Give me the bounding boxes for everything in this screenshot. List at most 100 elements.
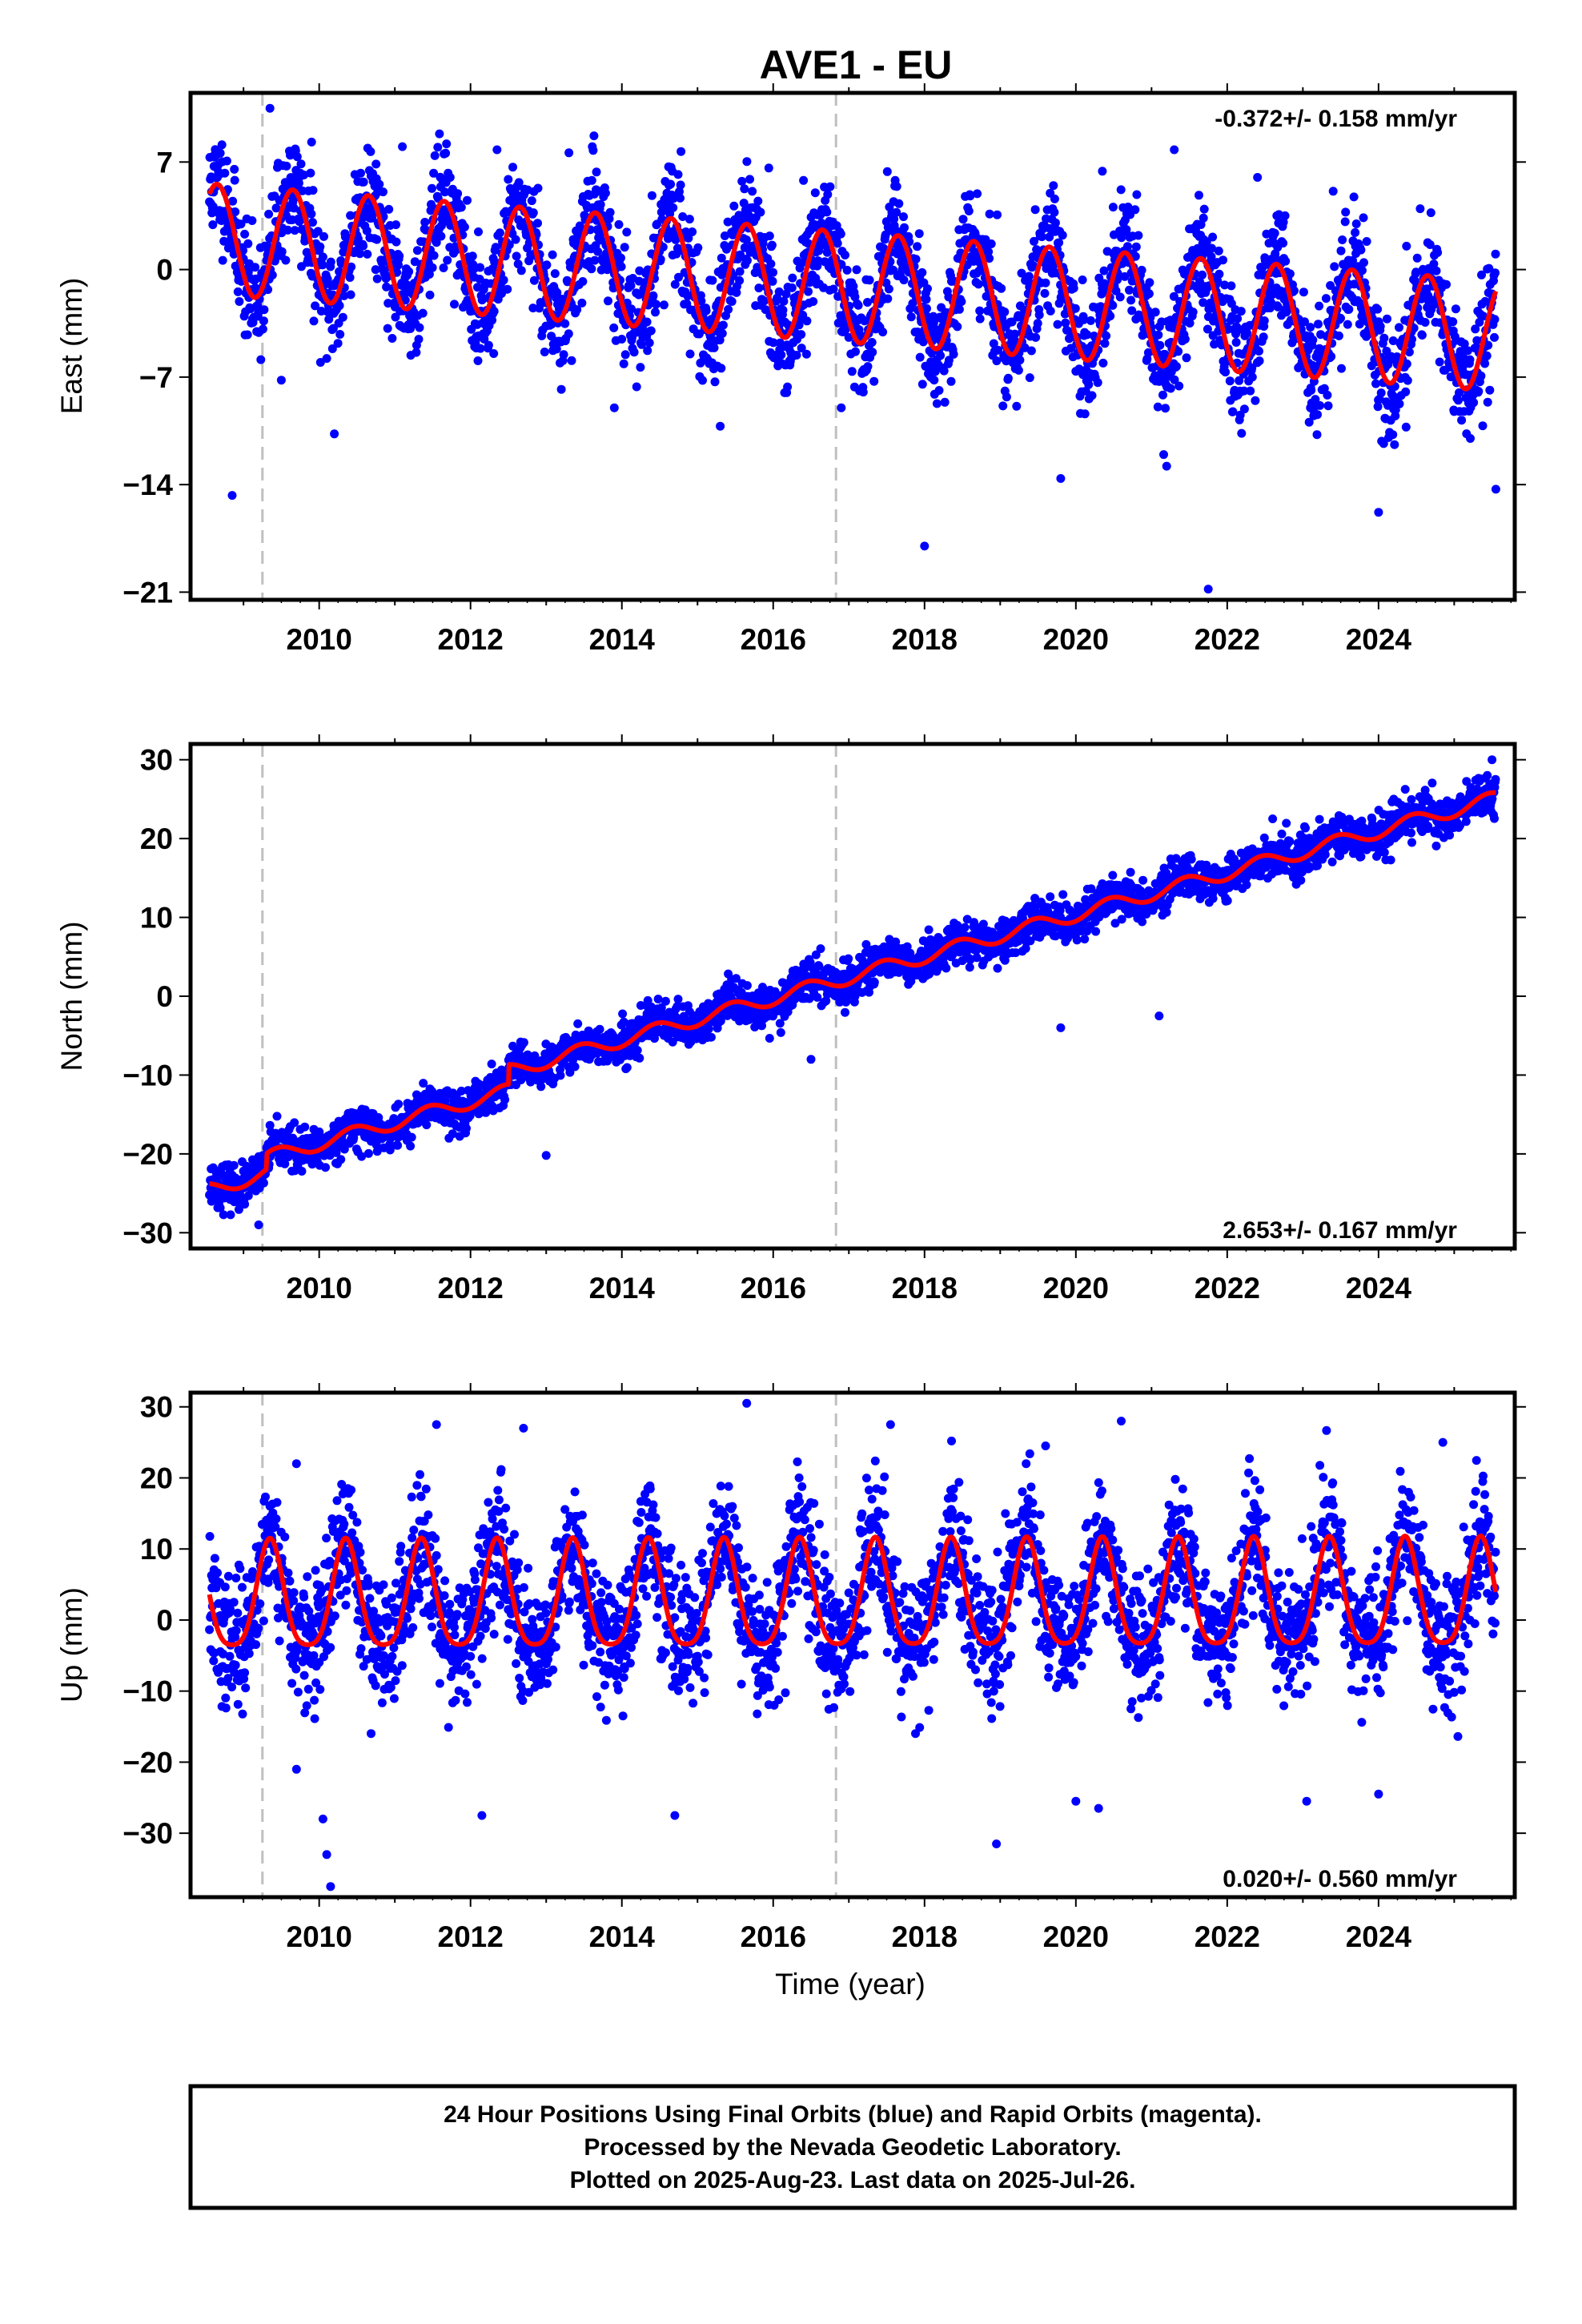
east-point — [264, 209, 274, 219]
east-point — [578, 277, 588, 286]
east-point — [359, 241, 368, 251]
east-point — [474, 227, 483, 236]
east-point — [1166, 384, 1175, 393]
east-point — [552, 344, 561, 354]
east-point — [1401, 422, 1411, 432]
east-outlier-point — [1306, 403, 1315, 412]
east-point — [1012, 401, 1022, 411]
east-point — [560, 319, 570, 328]
east-point — [511, 235, 520, 244]
east-point — [1299, 287, 1308, 297]
east-point — [1338, 235, 1347, 244]
east-outlier-point — [1374, 508, 1383, 517]
east-point — [914, 229, 924, 239]
east-point — [460, 223, 469, 231]
east-point — [769, 267, 777, 277]
east-point — [473, 356, 483, 365]
east-point — [420, 218, 430, 227]
east-point — [1102, 331, 1111, 340]
east-point — [829, 284, 838, 294]
east-point — [1155, 340, 1165, 350]
east-point — [548, 250, 557, 259]
east-point — [1323, 390, 1332, 400]
east-point — [1415, 204, 1425, 214]
north-point — [336, 1155, 346, 1164]
east-point — [825, 182, 835, 191]
east-point — [307, 209, 316, 219]
east-point — [298, 186, 307, 195]
east-point — [1359, 213, 1368, 223]
east-outlier-point — [265, 103, 275, 113]
east-point — [946, 376, 956, 386]
east-x-tick-label: 2012 — [438, 623, 504, 656]
east-point — [973, 189, 982, 199]
east-point — [1469, 398, 1479, 408]
east-x-tick-label: 2020 — [1043, 623, 1109, 656]
east-point — [1280, 211, 1290, 220]
east-point — [1002, 392, 1011, 402]
east-point — [282, 161, 291, 171]
east-point — [1255, 347, 1263, 356]
east-point — [453, 189, 463, 199]
east-point — [371, 159, 381, 169]
east-point — [222, 156, 231, 166]
east-point — [236, 219, 246, 229]
east-point — [1330, 262, 1339, 271]
east-point — [1383, 314, 1391, 324]
east-point — [516, 266, 526, 275]
east-point — [669, 203, 678, 212]
east-point — [308, 218, 317, 227]
east-point — [1225, 376, 1235, 386]
east-point — [1357, 266, 1367, 275]
north-point — [229, 1160, 239, 1170]
east-point — [1131, 242, 1141, 251]
east-point — [1466, 434, 1475, 443]
east-point — [842, 265, 852, 275]
east-point — [742, 255, 752, 265]
east-point — [642, 317, 652, 327]
east-point — [626, 281, 636, 291]
east-point — [997, 283, 1006, 293]
east-point — [1403, 376, 1412, 385]
east-point — [1474, 387, 1484, 396]
east-point — [724, 304, 733, 314]
north-point — [487, 1059, 496, 1069]
east-point — [283, 225, 292, 235]
east-point — [463, 195, 472, 205]
east-point — [313, 227, 323, 236]
east-point — [884, 284, 893, 294]
east-point — [1417, 331, 1427, 340]
east-point — [921, 295, 931, 304]
east-point — [629, 348, 639, 357]
east-point — [326, 257, 335, 267]
east-point — [932, 399, 942, 408]
east-point — [596, 199, 605, 209]
east-point — [563, 277, 572, 287]
east-point — [424, 270, 434, 279]
east-point — [1050, 207, 1059, 217]
east-point — [636, 363, 645, 372]
east-point — [347, 262, 356, 271]
east-point — [632, 382, 641, 392]
east-outlier-point — [1098, 167, 1107, 176]
east-point — [1233, 314, 1243, 324]
east-point — [957, 297, 966, 307]
east-point — [975, 306, 985, 316]
east-point — [740, 184, 749, 194]
east-point — [1122, 225, 1131, 235]
east-point — [737, 176, 747, 186]
east-point — [1388, 430, 1398, 440]
east-x-tick-label: 2024 — [1346, 623, 1412, 656]
east-point — [251, 263, 260, 272]
east-point — [1030, 205, 1040, 215]
east-point — [792, 351, 801, 360]
east-x-tick-label: 2016 — [741, 623, 806, 656]
east-point — [1198, 270, 1207, 279]
east-point — [646, 326, 656, 336]
north-point — [869, 978, 879, 987]
east-point — [600, 188, 610, 198]
east-point — [622, 227, 632, 237]
east-outlier-point — [609, 403, 619, 412]
east-point — [263, 285, 273, 295]
east-point — [259, 305, 269, 315]
